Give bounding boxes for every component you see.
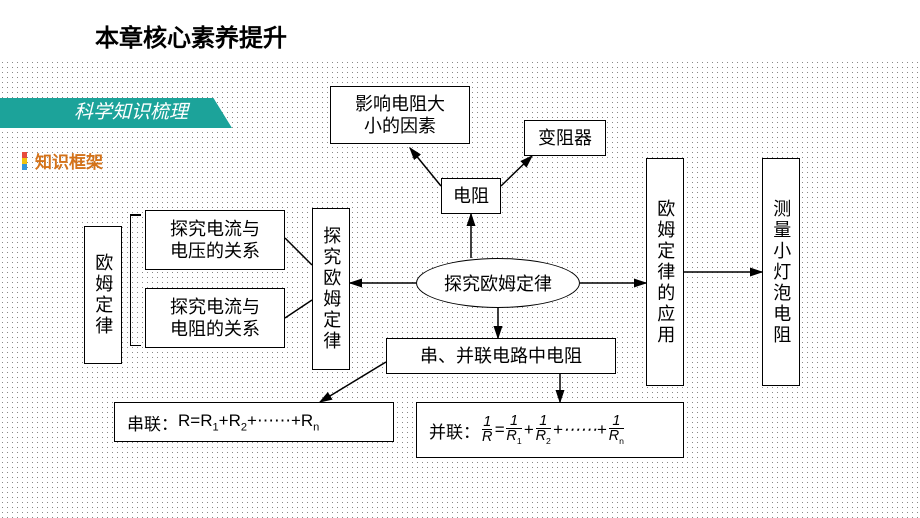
sub-title-label: 知识框架 bbox=[35, 148, 103, 173]
node-measure-bulb: 测量小灯泡电阻 bbox=[762, 158, 800, 386]
stripe-icon bbox=[22, 152, 27, 170]
parallel-formula-body: 1R = 1R1 + 1R2 +⋯⋯+ 1Rn bbox=[480, 414, 626, 446]
node-application: 欧姆定律的应用 bbox=[646, 158, 684, 386]
page-title: 本章核心素养提升 bbox=[95, 18, 287, 53]
series-formula-body: R=R1+R2+⋯⋯+Rn bbox=[178, 411, 319, 433]
node-explore-ir: 探究电流与 电阻的关系 bbox=[145, 288, 285, 348]
node-factors: 影响电阻大 小的因素 bbox=[330, 86, 470, 144]
node-series-parallel: 串、并联电路中电阻 bbox=[386, 338, 616, 374]
parallel-formula: 并联： 1R = 1R1 + 1R2 +⋯⋯+ 1Rn bbox=[416, 402, 684, 458]
series-formula-label: 串联： bbox=[127, 410, 178, 435]
node-explore-ohm-vert: 探究欧姆定律 bbox=[312, 208, 350, 370]
node-resistance: 电阻 bbox=[441, 178, 501, 214]
node-rheostat: 变阻器 bbox=[524, 120, 606, 156]
parallel-formula-label: 并联： bbox=[429, 418, 480, 443]
node-explore-iv: 探究电流与 电压的关系 bbox=[145, 210, 285, 270]
banner-label: 科学知识梳理 bbox=[0, 98, 232, 128]
node-center-ellipse: 探究欧姆定律 bbox=[416, 258, 580, 308]
section-banner: 科学知识梳理 bbox=[0, 98, 232, 128]
series-formula: 串联： R=R1+R2+⋯⋯+Rn bbox=[114, 402, 394, 442]
sub-title: 知识框架 bbox=[22, 148, 103, 173]
node-ohm-law: 欧姆定律 bbox=[84, 226, 122, 364]
bracket-icon bbox=[130, 214, 131, 346]
